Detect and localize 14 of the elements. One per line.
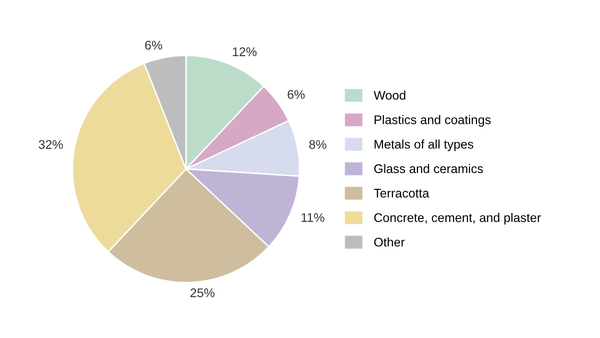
legend-label: Plastics and coatings bbox=[374, 115, 491, 127]
legend-label: Concrete, cement, and plaster bbox=[374, 212, 541, 225]
data-label: 6% bbox=[288, 90, 305, 99]
legend-label: Other bbox=[374, 237, 405, 247]
legend-label: Glass and ceramics bbox=[374, 164, 483, 174]
legend-label: Metals of all types bbox=[374, 139, 474, 152]
data-label: 25% bbox=[190, 288, 214, 298]
data-label: 32% bbox=[38, 140, 63, 149]
data-label: 8% bbox=[309, 140, 326, 149]
legend-label: Terracotta bbox=[374, 188, 430, 198]
data-label: 11% bbox=[302, 213, 324, 222]
legend-label: Wood bbox=[374, 90, 406, 100]
data-label: 6% bbox=[145, 40, 162, 50]
data-label: 12% bbox=[232, 47, 257, 56]
